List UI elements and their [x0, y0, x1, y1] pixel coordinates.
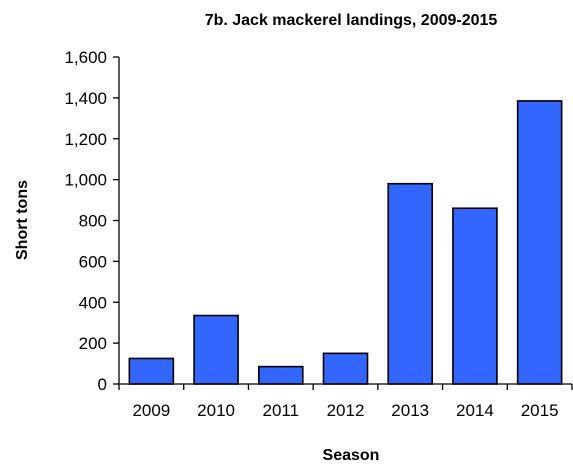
y-tick-label: 1,600 — [64, 48, 107, 67]
bar-2014 — [452, 207, 498, 385]
x-axis-title: Season — [323, 447, 380, 464]
y-tick-label: 800 — [79, 212, 107, 231]
chart-title: 7b. Jack mackerel landings, 2009-2015 — [205, 12, 498, 29]
x-tick-label: 2011 — [263, 401, 300, 420]
y-tick-label: 200 — [79, 334, 107, 353]
y-tick-label: 400 — [79, 293, 107, 312]
y-tick-label: 1,200 — [64, 130, 107, 149]
bar-2012 — [322, 352, 369, 385]
x-tick-label: 2010 — [197, 401, 235, 420]
x-tick-label: 2015 — [521, 401, 559, 420]
bar-2009 — [128, 357, 175, 385]
y-tick-label: 1,400 — [64, 89, 107, 108]
bar-2015 — [516, 100, 563, 385]
y-tick-label: 0 — [98, 375, 107, 394]
x-tick-label: 2009 — [132, 401, 170, 420]
y-axis-title: Short tons — [14, 180, 31, 260]
bar-2011 — [257, 365, 304, 385]
x-tick-label: 2013 — [391, 401, 429, 420]
plot-area: 0 200 400 600 800 1,000 1,200 1,400 1,600 2009 201… — [64, 48, 573, 420]
x-tick-label: 2012 — [327, 401, 365, 420]
x-tick-label: 2014 — [456, 401, 494, 420]
y-tick-label: 600 — [79, 252, 107, 271]
bar-2010 — [193, 314, 239, 385]
bar-2013 — [387, 182, 434, 385]
y-tick-label: 1,000 — [64, 171, 107, 190]
